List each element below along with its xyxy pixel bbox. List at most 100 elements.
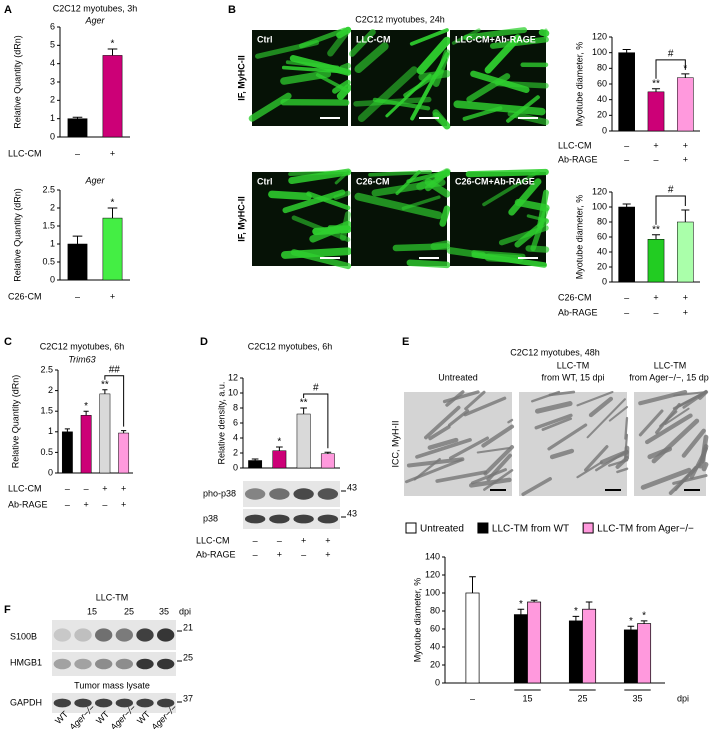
error-bar (83, 410, 89, 416)
row-mark: – (653, 154, 658, 164)
myotube (281, 247, 352, 259)
chart-subtitle: Ager (84, 15, 105, 25)
y-tick-label: 2 (50, 95, 55, 105)
blot-band (136, 658, 154, 670)
error-bar (107, 207, 118, 219)
row-mark: – (75, 291, 80, 301)
myotube (682, 390, 708, 409)
row-mark: – (624, 154, 629, 164)
myotube (463, 396, 507, 417)
row-mark: + (121, 499, 126, 509)
y-tick-label: 2 (50, 202, 55, 212)
blot-band (94, 658, 113, 670)
myotube (588, 396, 614, 418)
row-label: LLC-CM (196, 535, 230, 545)
blot-band (53, 698, 72, 708)
myotube (576, 461, 603, 479)
image-label: LLC-TM (654, 360, 687, 370)
bar (320, 453, 335, 469)
blot (52, 652, 176, 676)
panel-letter: E (402, 336, 409, 348)
bracket-label: ## (109, 364, 121, 375)
y-tick-label: 60 (430, 623, 440, 633)
myotube (336, 84, 352, 100)
myotube (409, 28, 449, 46)
row-mark: + (110, 291, 115, 301)
x-tick-label: 35 (632, 693, 642, 703)
chart-subtitle: Ager (84, 175, 105, 185)
row-label: Ab-RAGE (558, 307, 598, 317)
y-tick-label: 6 (233, 417, 238, 427)
blot-label: HMGB1 (10, 657, 42, 667)
error-bar (102, 389, 108, 394)
row-mark: + (653, 292, 658, 302)
blot (52, 693, 176, 713)
myotube (462, 106, 503, 121)
myotube (547, 423, 588, 451)
blot-band (115, 658, 134, 670)
legend-swatch (582, 522, 594, 534)
error-bar (107, 48, 118, 56)
bar (80, 415, 92, 474)
image-label: C26-CM+Ab-RAGE (455, 176, 535, 186)
bar (647, 91, 665, 132)
myotube (354, 42, 389, 74)
error-bar (469, 576, 476, 593)
chart-title: C2C12 myotubes, 6h (40, 341, 125, 351)
row-mark: – (653, 307, 658, 317)
myotube (354, 192, 443, 220)
marker-label: 43 (347, 508, 357, 518)
myotube (348, 29, 376, 57)
y-tick-label: 80 (430, 605, 440, 615)
myotube (534, 401, 573, 414)
timepoint: 35 (159, 606, 169, 616)
blot-band (115, 698, 134, 708)
blot-band (94, 698, 113, 708)
myotube (282, 189, 346, 214)
error-bar (324, 451, 332, 454)
row-mark: + (683, 140, 688, 150)
myotube (306, 191, 351, 211)
blot-band (269, 514, 290, 524)
myotube (521, 477, 552, 497)
blot-label: GAPDH (10, 697, 42, 707)
bar (623, 629, 638, 684)
chart-title: C2C12 myotubes, 48h (510, 347, 600, 357)
y-tick-label: 60 (597, 78, 607, 88)
myotube (576, 390, 614, 407)
error-bar (622, 49, 631, 53)
bar (102, 217, 123, 281)
y-tick-label: 40 (597, 94, 607, 104)
y-tick-label: 0 (48, 467, 53, 477)
blot-band (156, 658, 175, 670)
y-axis-label: Myotube diameter, % (574, 195, 584, 280)
myotube (584, 445, 609, 472)
y-axis-label: Relative Quantity (dRn) (12, 188, 22, 282)
x-axis-label: dpi (677, 693, 689, 703)
error-bar (72, 235, 83, 244)
side-label: ICC, MyH-II (390, 421, 400, 468)
image-label: LLC-TM (557, 360, 590, 370)
y-tick-label: 4 (50, 58, 55, 68)
y-tick-label: 20 (597, 261, 607, 271)
image-label: LLC-CM (356, 34, 391, 44)
significance: * (84, 401, 88, 412)
row-mark: – (624, 140, 629, 150)
row-mark: + (325, 549, 330, 559)
bar (677, 77, 694, 132)
blot-band (74, 658, 92, 670)
bracket (655, 59, 686, 79)
myotube (537, 189, 549, 229)
marker-label: 25 (183, 652, 193, 662)
row-mark: – (624, 292, 629, 302)
significance: * (629, 616, 633, 627)
bar (102, 55, 123, 138)
y-tick-label: 100 (425, 587, 440, 597)
myotube (416, 36, 451, 75)
row-mark: – (65, 499, 70, 509)
marker-label: 37 (183, 693, 193, 703)
significance: ** (101, 379, 109, 390)
myotube (471, 252, 548, 268)
bracket (104, 375, 125, 427)
error-bar (300, 407, 307, 414)
